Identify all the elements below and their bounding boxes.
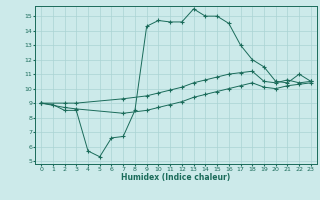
X-axis label: Humidex (Indice chaleur): Humidex (Indice chaleur) xyxy=(121,173,231,182)
